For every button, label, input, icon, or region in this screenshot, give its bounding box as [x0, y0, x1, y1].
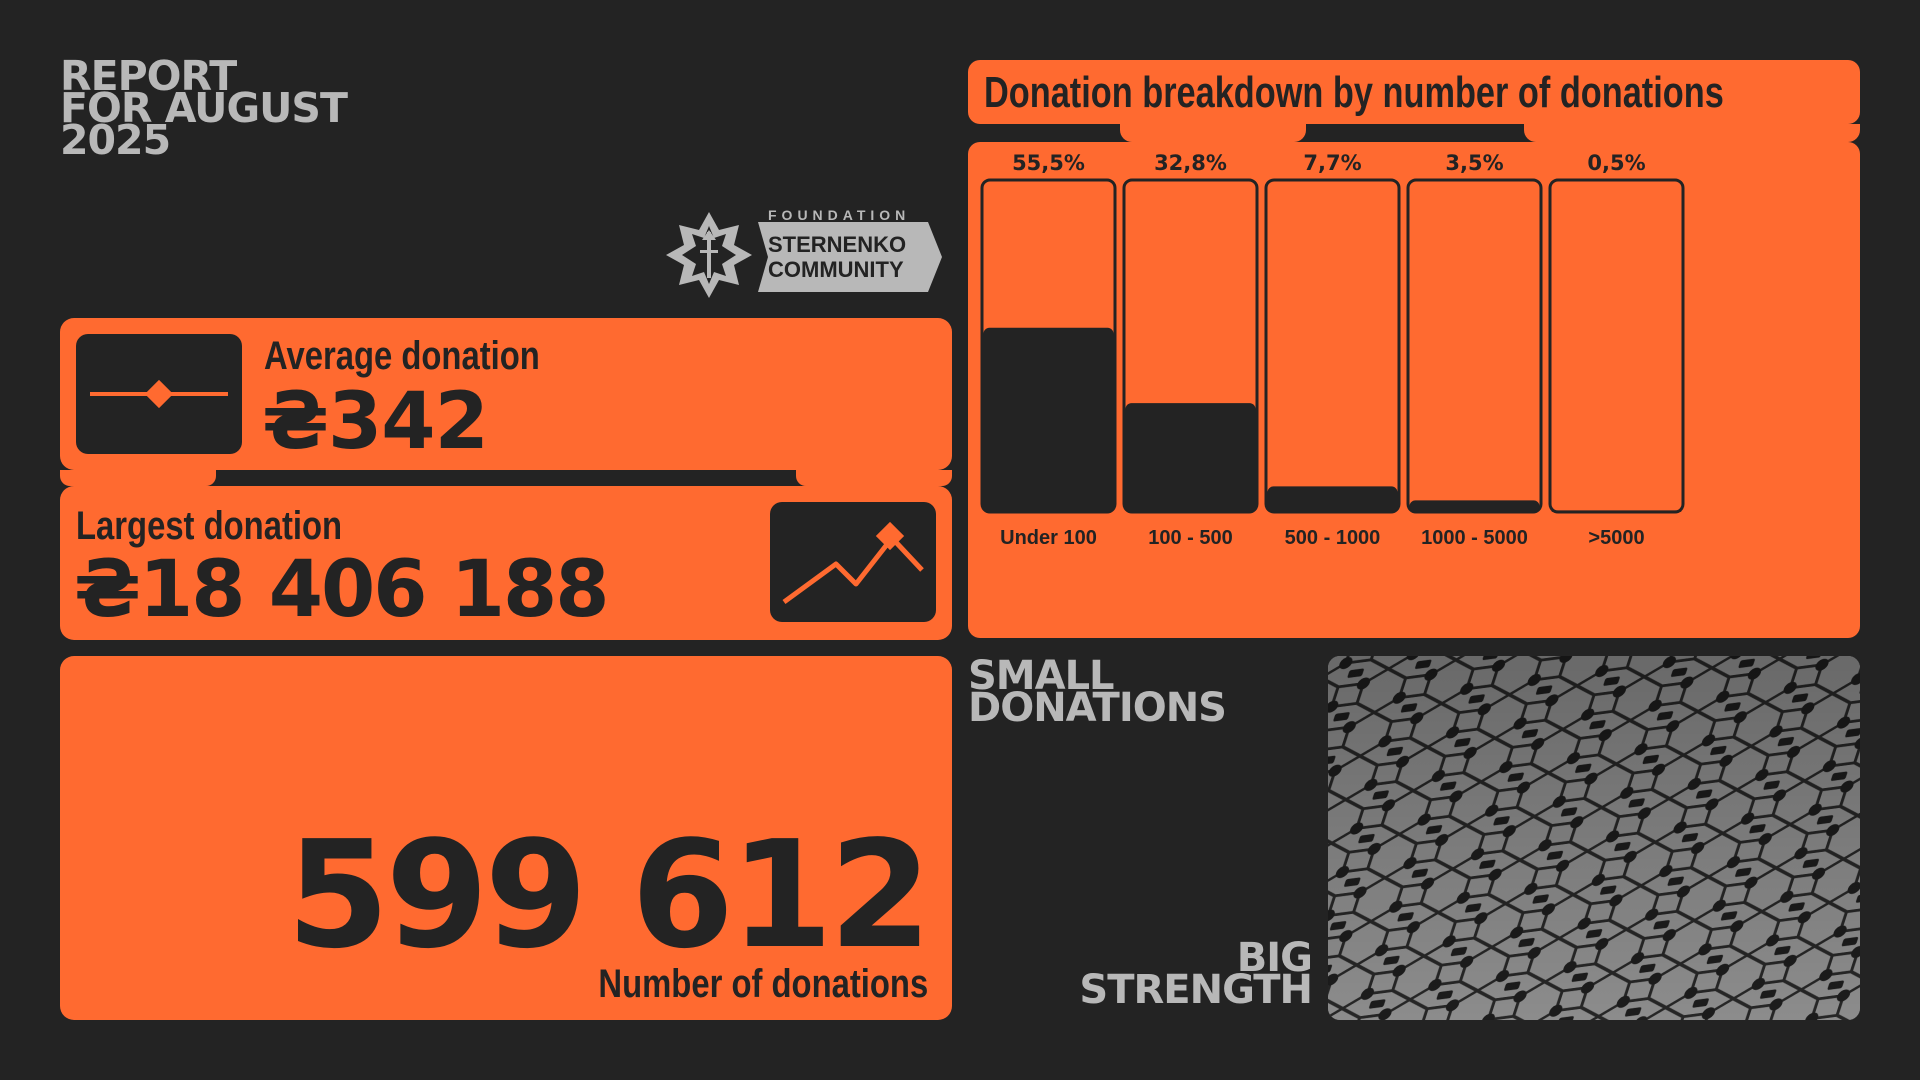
slider-diamond-icon — [76, 334, 242, 454]
largest-donation-label: Largest donation — [76, 504, 343, 548]
logo-line1: STERNENKO — [768, 232, 907, 257]
slogan-line: DONATIONS — [968, 685, 1227, 731]
bar-frame — [1264, 178, 1401, 514]
trend-up-arrow-icon — [770, 502, 936, 622]
category-label: 1000 - 5000 — [1421, 527, 1528, 549]
report-title-line: FOR AUGUST — [60, 84, 348, 132]
bar — [983, 327, 1114, 512]
category-label: Under 100 — [1000, 527, 1097, 549]
chart-header — [968, 60, 1860, 124]
average-donation-value: ₴342 — [262, 377, 489, 467]
report-title: REPORT FOR AUGUST 2025 — [60, 52, 480, 164]
bar-value-label: 3,5% — [1445, 151, 1503, 175]
foundation-emblem-icon — [666, 212, 752, 298]
bar-frame — [1548, 178, 1685, 514]
chart-tab — [1120, 124, 1306, 142]
largest-donation-value: ₴18 406 188 — [74, 545, 610, 635]
report-title-line: REPORT — [60, 52, 237, 100]
logo-line2: COMMUNITY — [768, 257, 904, 282]
category-label: 100 - 500 — [1148, 527, 1233, 549]
logo-ribbon — [758, 222, 942, 292]
bar — [1125, 403, 1256, 512]
card-tab — [60, 470, 216, 486]
bar-value-label: 55,5% — [1012, 151, 1085, 175]
bar — [1267, 486, 1398, 512]
slogan-line: SMALL — [968, 653, 1115, 699]
bar — [1551, 510, 1682, 513]
donation-breakdown-chart: 55,5% Under 100 32,8% 100 - 500 7,7% 500 - 10… — [980, 151, 1685, 549]
bar — [1409, 500, 1540, 512]
slogan-line: STRENGTH — [1079, 967, 1313, 1013]
chart-tab — [1524, 124, 1860, 142]
bar-frame — [1406, 178, 1543, 514]
slogan-bottom: BIG STRENGTH — [1079, 935, 1313, 1013]
bar-value-label: 7,7% — [1303, 151, 1361, 175]
bar-value-label: 32,8% — [1154, 151, 1227, 175]
bar-value-label: 0,5% — [1587, 151, 1645, 175]
category-label: 500 - 1000 — [1285, 527, 1381, 549]
drone-swarm-photo — [1328, 656, 1860, 1020]
chart-title: Donation breakdown by number of donation… — [984, 68, 1724, 117]
donation-count-label: Number of donations — [598, 962, 928, 1006]
logo-foundation-text: FOUNDATION — [768, 207, 911, 223]
slogan-top: SMALL DONATIONS — [968, 653, 1227, 731]
donation-count-card — [60, 656, 952, 1020]
category-label: >5000 — [1588, 527, 1644, 549]
card-tab — [796, 470, 952, 486]
average-donation-label: Average donation — [264, 334, 540, 378]
slogan-line: BIG — [1236, 935, 1313, 981]
donation-count-value: 599 612 — [286, 809, 932, 981]
report-title-line: 2025 — [60, 116, 171, 164]
